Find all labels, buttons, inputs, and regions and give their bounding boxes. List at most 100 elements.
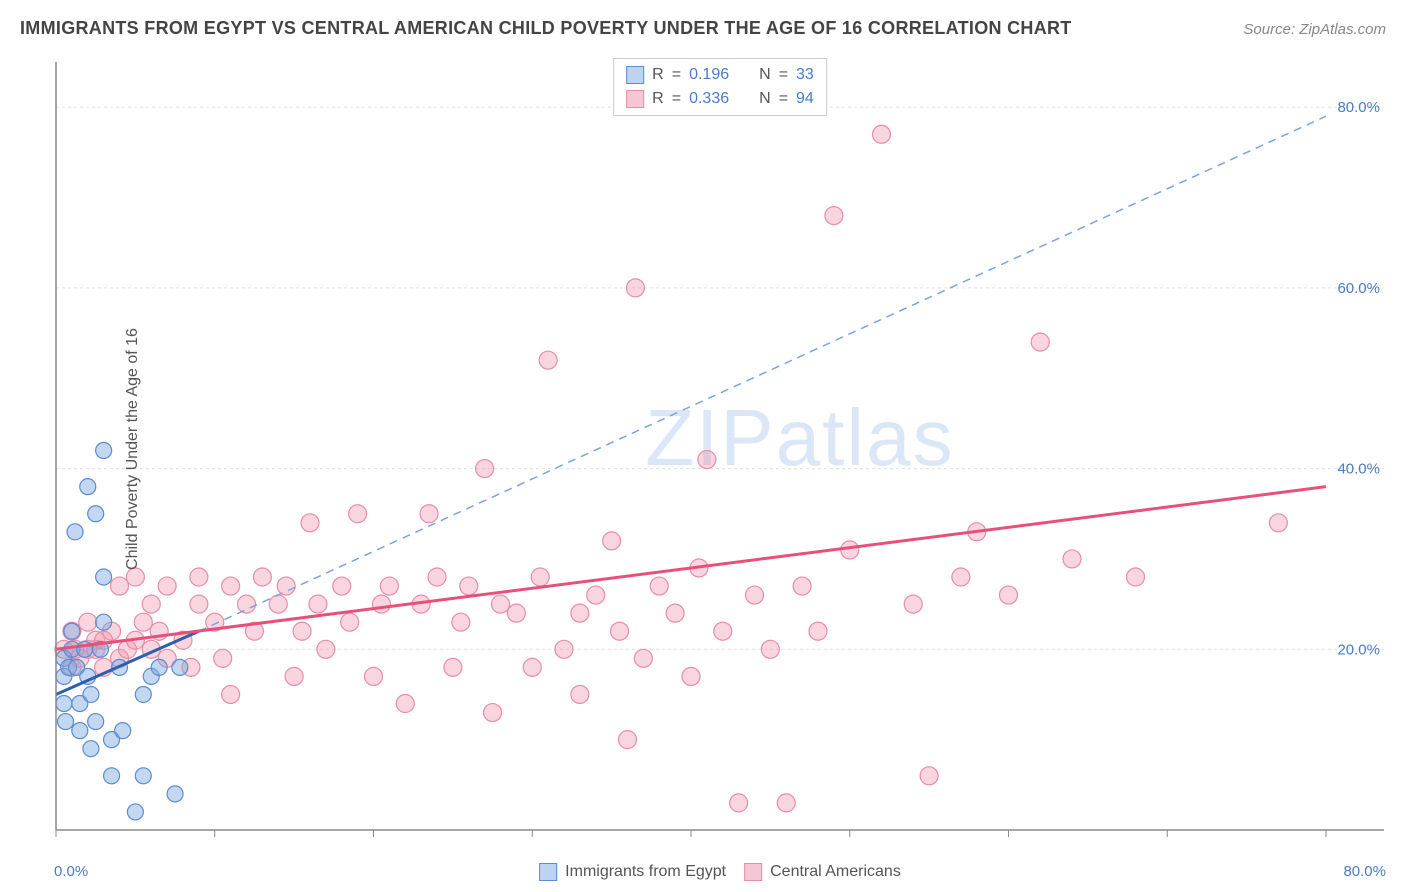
- legend-row-central: R = 0.336 N = 94: [626, 87, 814, 111]
- data-point: [904, 595, 922, 613]
- data-point: [222, 577, 240, 595]
- bottom-legend: Immigrants from Egypt Central Americans: [539, 863, 901, 881]
- r-value-central: 0.336: [689, 87, 729, 111]
- data-point: [396, 695, 414, 713]
- data-point: [730, 794, 748, 812]
- r-label: R: [652, 87, 664, 111]
- data-point: [809, 622, 827, 640]
- data-point: [58, 714, 74, 730]
- r-value-egypt: 0.196: [689, 63, 729, 87]
- scatter-plot: 20.0%40.0%60.0%80.0%ZIPatlas: [54, 54, 1386, 844]
- swatch-central-icon: [744, 863, 762, 881]
- chart-footer: 0.0% Immigrants from Egypt Central Ameri…: [54, 863, 1386, 880]
- source-name: ZipAtlas.com: [1299, 21, 1386, 38]
- data-point: [555, 640, 573, 658]
- data-point: [167, 786, 183, 802]
- swatch-egypt-icon: [539, 863, 557, 881]
- data-point: [190, 568, 208, 586]
- data-point: [222, 685, 240, 703]
- source-prefix: Source:: [1243, 21, 1299, 38]
- data-point: [127, 804, 143, 820]
- data-point: [80, 479, 96, 495]
- data-point: [341, 613, 359, 631]
- data-point: [380, 577, 398, 595]
- data-point: [190, 595, 208, 613]
- data-point: [151, 659, 167, 675]
- data-point: [952, 568, 970, 586]
- data-point: [666, 604, 684, 622]
- chart-area: Child Poverty Under the Age of 16 R = 0.…: [54, 54, 1386, 844]
- svg-text:20.0%: 20.0%: [1337, 641, 1380, 658]
- data-point: [523, 658, 541, 676]
- n-value-egypt: 33: [796, 63, 814, 87]
- data-point: [531, 568, 549, 586]
- data-point: [83, 686, 99, 702]
- data-point: [1031, 333, 1049, 351]
- data-point: [253, 568, 271, 586]
- data-point: [873, 125, 891, 143]
- data-point: [1063, 550, 1081, 568]
- data-point: [96, 443, 112, 459]
- data-point: [539, 351, 557, 369]
- equals-sign: =: [672, 63, 681, 87]
- data-point: [825, 207, 843, 225]
- data-point: [238, 595, 256, 613]
- data-point: [650, 577, 668, 595]
- swatch-egypt-icon: [626, 66, 644, 84]
- data-point: [285, 667, 303, 685]
- data-point: [920, 767, 938, 785]
- data-point: [372, 595, 390, 613]
- data-point: [277, 577, 295, 595]
- legend-label-egypt: Immigrants from Egypt: [565, 863, 726, 881]
- data-point: [682, 667, 700, 685]
- data-point: [761, 640, 779, 658]
- y-axis-label: Child Poverty Under the Age of 16: [124, 328, 142, 570]
- data-point: [135, 768, 151, 784]
- data-point: [111, 577, 129, 595]
- data-point: [67, 524, 83, 540]
- source-label: Source: ZipAtlas.com: [1243, 21, 1386, 38]
- data-point: [1000, 586, 1018, 604]
- data-point: [365, 667, 383, 685]
- data-point: [428, 568, 446, 586]
- legend-item-central: Central Americans: [744, 863, 901, 881]
- data-point: [507, 604, 525, 622]
- data-point: [420, 505, 438, 523]
- data-point: [349, 505, 367, 523]
- x-origin-label: 0.0%: [54, 863, 88, 880]
- data-point: [172, 659, 188, 675]
- chart-header: IMMIGRANTS FROM EGYPT VS CENTRAL AMERICA…: [20, 18, 1386, 39]
- chart-title: IMMIGRANTS FROM EGYPT VS CENTRAL AMERICA…: [20, 18, 1072, 39]
- data-point: [88, 506, 104, 522]
- data-point: [56, 696, 72, 712]
- n-value-central: 94: [796, 87, 814, 111]
- data-point: [746, 586, 764, 604]
- svg-text:ZIPatlas: ZIPatlas: [645, 393, 954, 482]
- data-point: [571, 685, 589, 703]
- data-point: [135, 686, 151, 702]
- data-point: [1269, 514, 1287, 532]
- data-point: [333, 577, 351, 595]
- data-point: [698, 451, 716, 469]
- data-point: [611, 622, 629, 640]
- data-point: [158, 577, 176, 595]
- data-point: [115, 723, 131, 739]
- data-point: [134, 613, 152, 631]
- equals-sign: =: [779, 87, 788, 111]
- legend-item-egypt: Immigrants from Egypt: [539, 863, 726, 881]
- data-point: [83, 741, 99, 757]
- svg-text:80.0%: 80.0%: [1337, 99, 1380, 116]
- equals-sign: =: [779, 63, 788, 87]
- data-point: [444, 658, 462, 676]
- data-point: [793, 577, 811, 595]
- data-point: [64, 623, 80, 639]
- data-point: [571, 604, 589, 622]
- legend-row-egypt: R = 0.196 N = 33: [626, 63, 814, 87]
- n-label: N: [759, 63, 771, 87]
- data-point: [714, 622, 732, 640]
- data-point: [96, 569, 112, 585]
- data-point: [484, 704, 502, 722]
- data-point: [214, 649, 232, 667]
- data-point: [96, 614, 112, 630]
- data-point: [619, 731, 637, 749]
